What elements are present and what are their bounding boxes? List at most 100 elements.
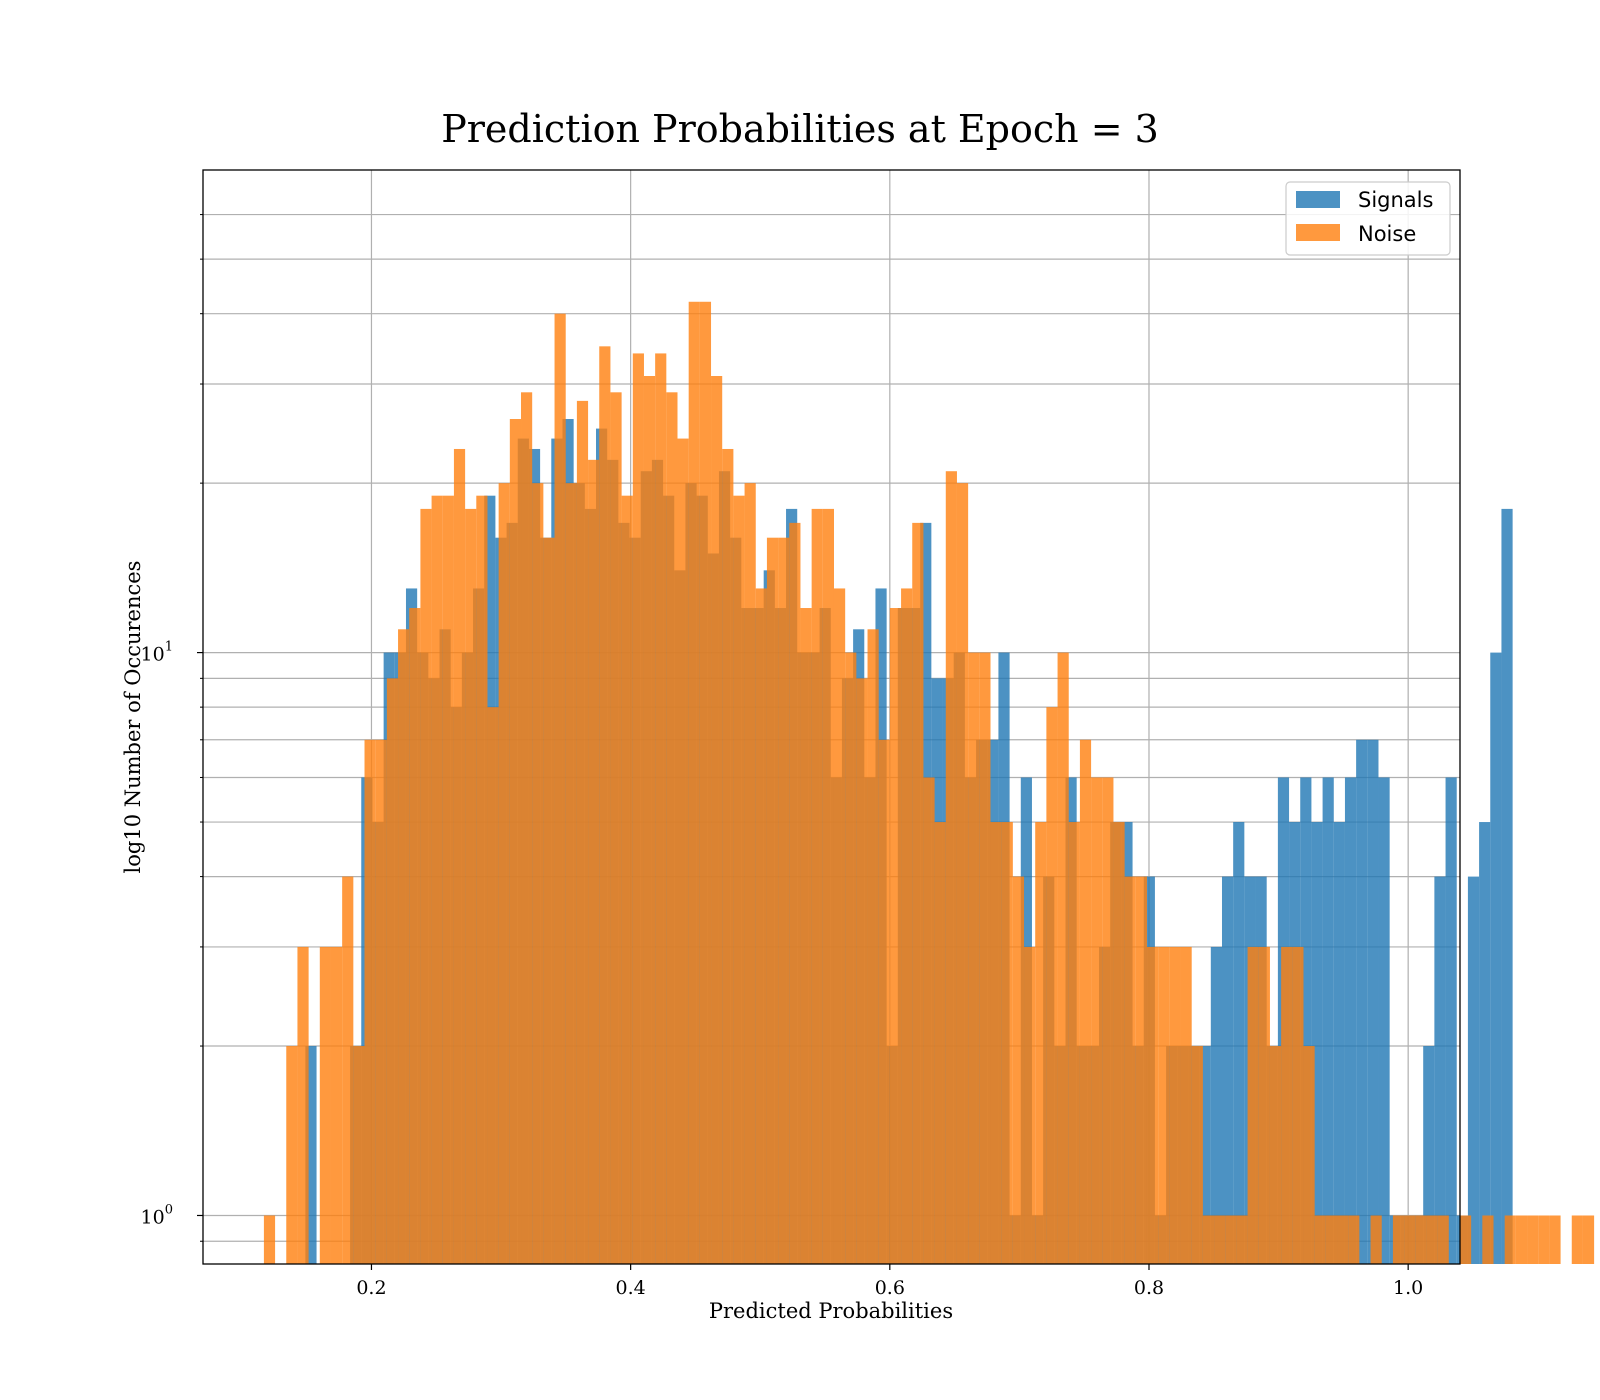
- histogram-bar-noise: [1269, 1046, 1282, 1264]
- histogram-bar-noise: [1158, 946, 1170, 1264]
- histogram-bar-noise: [956, 483, 969, 1265]
- histogram-bar-noise: [1281, 946, 1293, 1264]
- histogram-bar-noise: [1437, 1215, 1449, 1264]
- histogram-bar-noise: [1337, 1215, 1349, 1264]
- histogram-bar-noise: [453, 448, 466, 1264]
- histogram-bar-noise: [442, 495, 454, 1265]
- legend-label-noise: Noise: [1358, 222, 1416, 246]
- histogram-bar-noise: [1068, 822, 1080, 1264]
- histogram-bar-noise: [1024, 946, 1036, 1264]
- histogram-bar-noise: [1582, 1215, 1595, 1264]
- histogram-bar-noise: [722, 448, 734, 1264]
- legend: Signals Noise: [1285, 181, 1451, 256]
- histogram-bar-noise: [1057, 652, 1069, 1264]
- x-tick-label: 0.4: [616, 1277, 646, 1299]
- histogram-bar-noise: [1236, 1215, 1248, 1264]
- histogram-bar-noise: [1504, 1215, 1516, 1264]
- histogram-bar-noise: [554, 313, 566, 1264]
- histogram-bar-noise: [1325, 1215, 1338, 1264]
- histogram-bar-noise: [1426, 1215, 1438, 1264]
- histogram-bar-noise: [923, 777, 935, 1264]
- histogram-bar-noise: [867, 629, 879, 1264]
- histogram-bar-noise: [1370, 1215, 1382, 1264]
- histogram-bar-signals: [1311, 822, 1323, 1264]
- histogram-bar-noise: [465, 508, 477, 1264]
- histogram-bar-signals: [1501, 508, 1513, 1264]
- histogram-bar-noise: [1515, 1215, 1528, 1264]
- histogram-bar-noise: [979, 652, 991, 1264]
- histogram-bar-noise: [498, 483, 510, 1265]
- histogram-bar-signals: [1479, 822, 1491, 1264]
- axis-ticks: 0.2 0.4 0.6 0.8 1.0 100 101: [141, 214, 1423, 1299]
- histogram-bar-noise: [711, 376, 723, 1264]
- histogram-bar-noise: [532, 483, 544, 1265]
- histogram-bar-noise: [330, 946, 343, 1264]
- histogram-bar-noise: [778, 537, 790, 1264]
- histogram-bar-noise: [901, 588, 913, 1264]
- histogram-bar-noise: [856, 678, 868, 1264]
- histogram-bar-noise: [666, 392, 678, 1265]
- histogram-bar-noise: [1392, 1215, 1405, 1264]
- histogram-bar-noise: [1303, 1046, 1315, 1264]
- histogram-bar-noise: [632, 353, 644, 1264]
- histogram-bar-signals: [1333, 822, 1345, 1264]
- histogram-bar-noise: [1202, 1215, 1215, 1264]
- histogram-bar-noise: [1415, 1215, 1427, 1264]
- histogram-bar-noise: [789, 522, 801, 1264]
- x-tick-label: 0.6: [875, 1277, 905, 1299]
- histogram-bar-noise: [655, 353, 667, 1264]
- histogram-bar-noise: [945, 471, 957, 1264]
- legend-swatch-signals: [1296, 191, 1340, 208]
- histogram-bar-noise: [297, 946, 309, 1264]
- histogram-bar-noise: [1113, 822, 1125, 1264]
- histogram-bar-noise: [1214, 1215, 1226, 1264]
- histogram-bar-noise: [364, 739, 376, 1264]
- histogram-bar-noise: [1169, 946, 1181, 1264]
- histogram-bar-noise: [342, 876, 354, 1264]
- histogram-bar-noise: [409, 608, 421, 1264]
- histogram-bar-noise: [1571, 1215, 1583, 1264]
- histogram-bar-signals: [1434, 876, 1446, 1264]
- histogram-bar-signals: [1467, 876, 1480, 1264]
- histogram-bar-noise: [431, 495, 443, 1265]
- y-axis-label: log10 Number of Occurences: [121, 561, 145, 874]
- x-tick-label: 1.0: [1393, 1277, 1423, 1299]
- histogram-bar-noise: [1180, 946, 1192, 1264]
- histogram-bar-noise: [1079, 739, 1092, 1264]
- histogram-bar-noise: [1314, 1215, 1326, 1264]
- histogram-bar-noise: [934, 822, 946, 1264]
- histogram-bar-noise: [1191, 1046, 1203, 1264]
- histogram-bar-noise: [521, 392, 533, 1265]
- histogram-bar-noise: [1124, 876, 1136, 1264]
- histogram-bar-noise: [353, 1046, 365, 1264]
- plot-frame: [202, 169, 1461, 1265]
- histogram-bar-noise: [1348, 1215, 1360, 1264]
- histogram-bar-noise: [688, 301, 700, 1264]
- histogram-bar-noise: [576, 400, 589, 1264]
- y-tick-label: 101: [141, 640, 173, 666]
- y-tick-label: 100: [141, 1202, 173, 1228]
- histogram-bar-noise: [286, 1046, 298, 1264]
- histogram-bar-noise: [1001, 822, 1013, 1264]
- histogram-bar-signals: [1490, 652, 1502, 1264]
- histogram-bar-noise: [487, 707, 499, 1264]
- histogram-bar-noise: [398, 629, 410, 1264]
- histogram-bar-noise: [912, 522, 924, 1264]
- histogram-bar-noise: [800, 608, 812, 1264]
- histogram-bar-noise: [1538, 1215, 1550, 1264]
- histogram-bars: [263, 301, 1595, 1265]
- histogram-bar-signals: [1322, 777, 1334, 1264]
- histogram-bar-noise: [1247, 946, 1259, 1264]
- histogram-bar-noise: [599, 346, 611, 1265]
- histogram-bar-signals: [305, 1046, 317, 1264]
- histogram-bar-noise: [878, 739, 890, 1264]
- histogram-bar-noise: [543, 537, 555, 1264]
- x-axis-label: Predicted Probabilities: [709, 1299, 953, 1323]
- histogram-bar-signals: [1210, 946, 1222, 1264]
- histogram-bar-noise: [1292, 946, 1304, 1264]
- chart-title: Prediction Probabilities at Epoch = 3: [441, 107, 1159, 151]
- histogram-bar-noise: [990, 822, 1002, 1264]
- histogram-bar-signals: [1221, 876, 1234, 1264]
- x-tick-label: 0.2: [356, 1277, 386, 1299]
